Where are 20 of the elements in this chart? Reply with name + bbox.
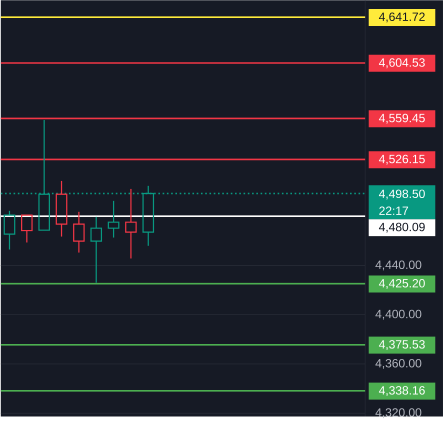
ref-line-label: 4,559.45 [378, 114, 425, 124]
candlestick [21, 214, 33, 244]
candlestick [73, 211, 85, 254]
ref-line-label: 4,498.50 [378, 190, 425, 200]
text: 22:17 [379, 206, 408, 216]
ref-line-label: 4,338.16 [378, 386, 425, 396]
candlestick [56, 180, 68, 238]
ref-line-label: 4,425.20 [378, 279, 425, 290]
candlestick [108, 200, 120, 238]
ref-line-label: 4,641.72 [378, 12, 425, 23]
y-tick-label: 4,440.00 [375, 260, 422, 271]
candlestick [90, 216, 102, 284]
y-tick-label: 4,320.00 [375, 408, 422, 418]
ref-line-label: 4,604.53 [378, 58, 425, 68]
ref-line-label: 4,526.15 [378, 154, 425, 165]
candlestick [125, 188, 137, 260]
ref-line-label: 4,375.53 [378, 340, 425, 350]
y-tick-label: 4,360.00 [375, 359, 422, 370]
y-tick-label: 4,400.00 [375, 310, 422, 320]
ref-line-label: 4,480.09 [378, 222, 425, 233]
